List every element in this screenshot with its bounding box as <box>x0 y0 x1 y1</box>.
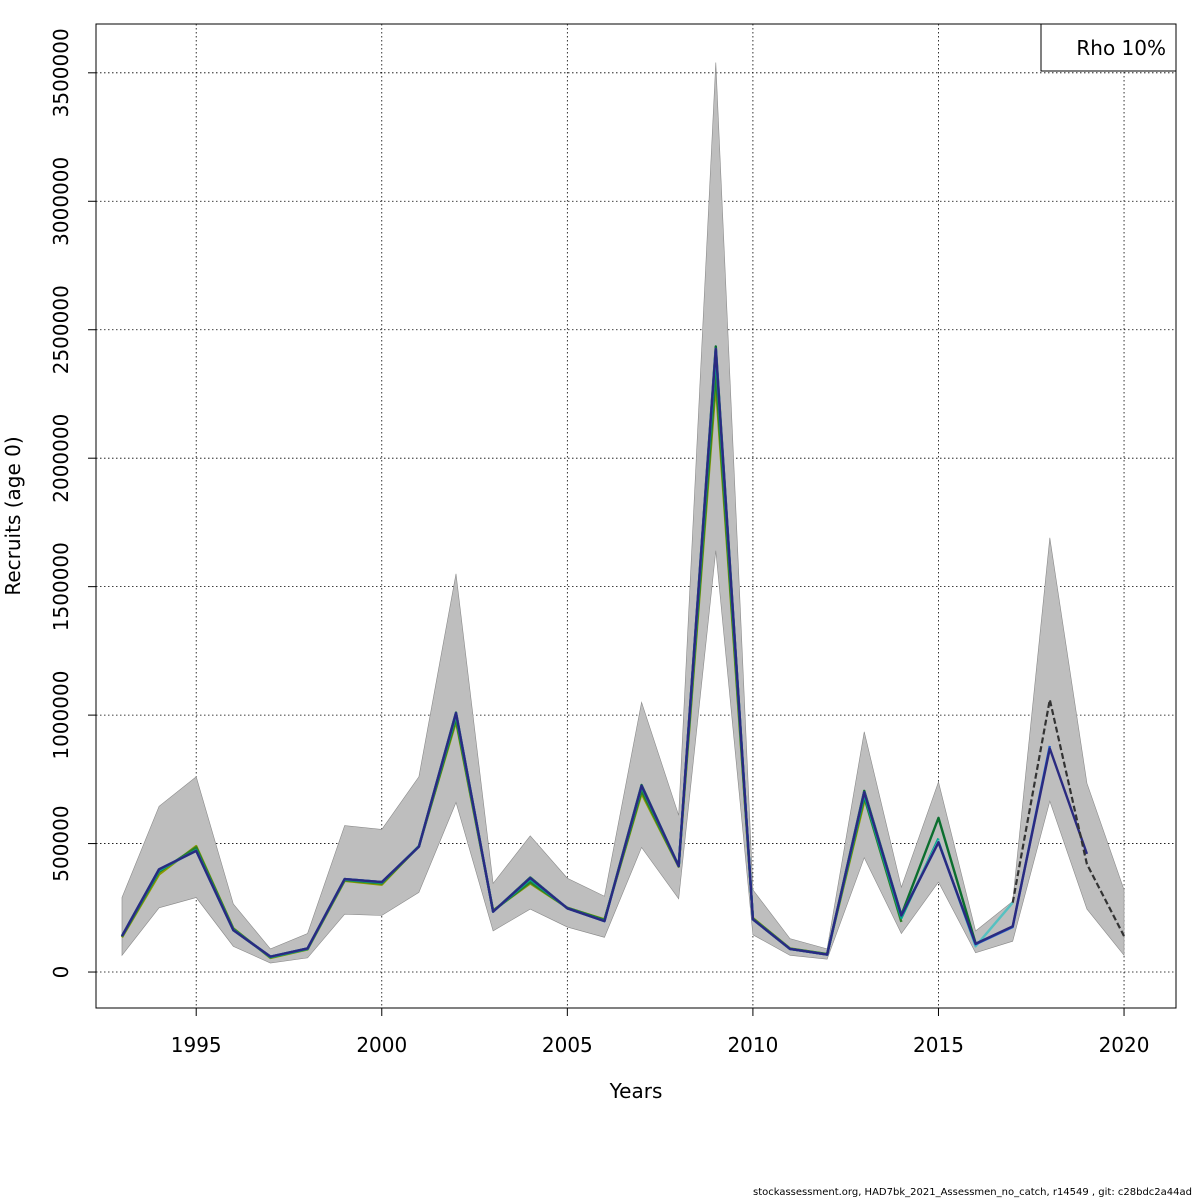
grid <box>96 24 1176 1008</box>
y-tick-label: 500000 <box>49 805 73 881</box>
legend-box <box>1040 23 1177 72</box>
x-tick-label: 2010 <box>727 1033 778 1057</box>
x-tick-label: 2000 <box>356 1033 407 1057</box>
y-tick-label: 0 <box>49 966 73 979</box>
series-line-peel-1 <box>120 347 1089 958</box>
legend: Rho 10% <box>1040 23 1177 72</box>
series-lines <box>120 345 1126 960</box>
plot-frame <box>95 23 1177 1009</box>
axes: 1995 2000 2005 2010 2015 2020 0 500000 1000000 15… <box>49 28 1149 1057</box>
y-tick-label: 3500000 <box>49 28 73 117</box>
x-tick-label: 2005 <box>542 1033 593 1057</box>
x-tick-label: 1995 <box>171 1033 222 1057</box>
series-line-base <box>1011 698 1126 937</box>
y-tick-label: 2500000 <box>49 285 73 374</box>
y-tick-label: 2000000 <box>49 414 73 503</box>
series-line-peel-7 <box>120 382 866 960</box>
confidence-band <box>121 62 1125 964</box>
x-tick-label: 2015 <box>913 1033 964 1057</box>
confidence-band-area <box>121 62 1125 964</box>
x-tick-label: 2020 <box>1099 1033 1150 1057</box>
legend-label: Rho 10% <box>1076 36 1166 60</box>
y-tick-label: 3000000 <box>49 157 73 246</box>
x-axis-title: Years <box>609 1079 663 1103</box>
y-axis-title: Recruits (age 0) <box>1 436 25 595</box>
y-tick-label: 1000000 <box>49 671 73 760</box>
footer-credit: stockassessment.org, HAD7bk_2021_Assessm… <box>752 1187 1192 1198</box>
y-tick-label: 1500000 <box>49 542 73 631</box>
